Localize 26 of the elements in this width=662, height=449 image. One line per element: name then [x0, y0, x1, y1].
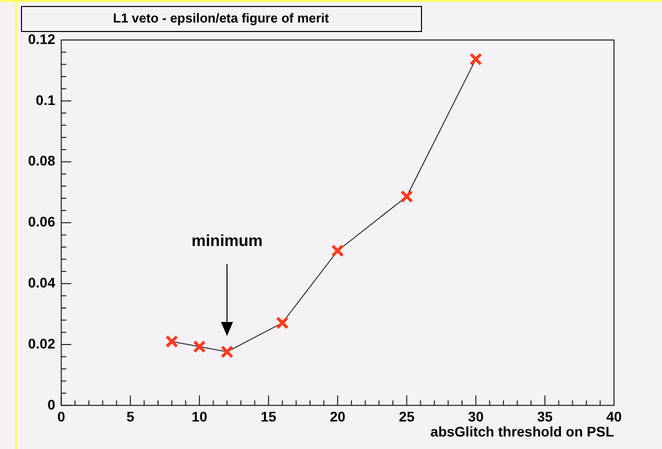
- x-tick-label: 10: [192, 408, 208, 425]
- x-tick-label: 25: [398, 408, 415, 425]
- x-tick-label: 20: [330, 408, 346, 425]
- y-tick-label: 0: [47, 396, 56, 412]
- chart-title: L1 veto - epsilon/eta figure of merit: [113, 10, 330, 26]
- point: [469, 52, 482, 66]
- y-tick-label: 0.08: [28, 152, 56, 169]
- x-tick-label: 40: [606, 408, 622, 425]
- point: [400, 190, 414, 203]
- annotation: minimum: [192, 233, 263, 250]
- point: [331, 244, 344, 258]
- y-tick-label: 0.04: [28, 274, 56, 290]
- point: [276, 316, 289, 330]
- y-tick-label: 0.02: [28, 335, 56, 352]
- y-tick-label: 0.06: [28, 214, 56, 230]
- x-tick-label: 15: [260, 408, 277, 425]
- x-tick-label: 35: [537, 408, 553, 425]
- x-tick-label: 30: [468, 408, 484, 425]
- x-axis-title: absGlitch threshold on PSL: [430, 423, 614, 440]
- x-tick-label: 0: [57, 408, 66, 425]
- y-tick-label: 0.12: [28, 30, 56, 47]
- x-tick-label: 5: [126, 408, 134, 425]
- point: [220, 345, 234, 358]
- point: [165, 335, 178, 348]
- y-tick-label: 0.1: [36, 92, 56, 108]
- point: [192, 340, 206, 354]
